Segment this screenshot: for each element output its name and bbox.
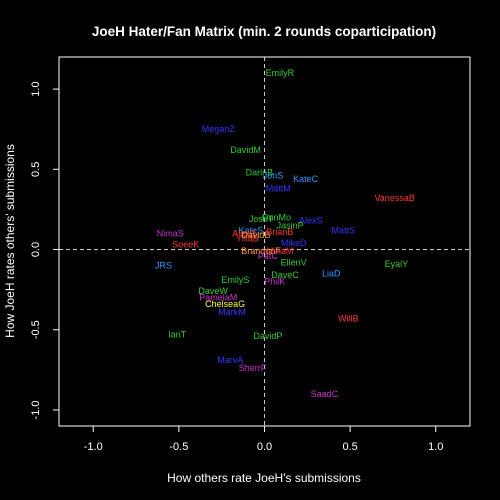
point-label: AlexB: [232, 228, 256, 238]
point-label: EllenV: [281, 257, 307, 267]
point-label: DaveC: [271, 270, 299, 280]
point-label: MikeD: [281, 238, 307, 248]
point-label: MarkM: [218, 307, 246, 317]
x-tick-label: -0.5: [169, 441, 188, 453]
point-label: LiaD: [322, 269, 341, 279]
point-label: PamelaM: [199, 293, 237, 303]
point-label: MeganZ: [202, 124, 236, 134]
x-tick-label: 1.0: [428, 441, 443, 453]
point-label: EmilyR: [266, 68, 295, 78]
y-tick-label: -1.0: [30, 400, 42, 419]
point-label: PatC: [258, 251, 279, 261]
point-label: BrianB: [266, 227, 293, 237]
reference-lines: [59, 57, 470, 426]
y-tick-label: 0.5: [30, 162, 42, 177]
point-label: KateS: [239, 225, 264, 235]
point-label: DaveW: [198, 286, 228, 296]
point-label: ChelseaG: [205, 299, 245, 309]
point-label: KateC: [293, 174, 319, 184]
x-tick-label: 0.5: [342, 441, 357, 453]
point-label: PhilK: [264, 277, 285, 287]
x-axis: -1.0 -0.5 0.0 0.5 1.0: [84, 425, 443, 453]
point-label: JonS: [263, 171, 284, 181]
point-label: NimaS: [157, 228, 184, 238]
point-label: DarinB: [246, 168, 274, 178]
point-label: DanMo: [262, 212, 291, 222]
x-tick-label: -1.0: [84, 441, 103, 453]
point-label: MinaM: [266, 246, 293, 256]
y-tick-label: 0.0: [30, 242, 42, 257]
x-tick-label: 0.0: [257, 441, 272, 453]
y-tick-label: 1.0: [30, 81, 42, 96]
point-label: VanessaB: [374, 193, 414, 203]
point-label: DavidM: [230, 145, 261, 155]
point-label: WillB: [338, 314, 359, 324]
chart-title: JoeH Hater/Fan Matrix (min. 2 rounds cop…: [92, 24, 436, 39]
point-label: MattM: [266, 184, 291, 194]
point-label: AlexS: [299, 216, 323, 226]
point-label: EmilyS: [221, 275, 249, 285]
point-label: BrandonF: [241, 246, 281, 256]
point-label: DavidB: [241, 230, 270, 240]
point-label: MattS: [332, 225, 356, 235]
y-tick-label: -0.5: [30, 320, 42, 339]
point-label: MarvA: [217, 355, 243, 365]
point-label: SoeeK: [172, 240, 199, 250]
point-label: SaadC: [311, 389, 339, 399]
point-label: EyalY: [385, 259, 409, 269]
point-label: DavidP: [253, 331, 282, 341]
point-label: SherrF: [239, 363, 267, 373]
point-label: YiliaB: [236, 233, 259, 243]
x-axis-label: How others rate JoeH's submissions: [167, 471, 361, 485]
point-label: JRS: [155, 261, 172, 271]
y-axis: -1.0 -0.5 0.0 0.5 1.0: [30, 81, 60, 419]
point-label: JasinP: [277, 220, 304, 230]
y-axis-label: How JoeH rates others' submissions: [3, 144, 17, 338]
point-label: JoshT: [249, 214, 274, 224]
point-label: IanT: [168, 330, 187, 340]
